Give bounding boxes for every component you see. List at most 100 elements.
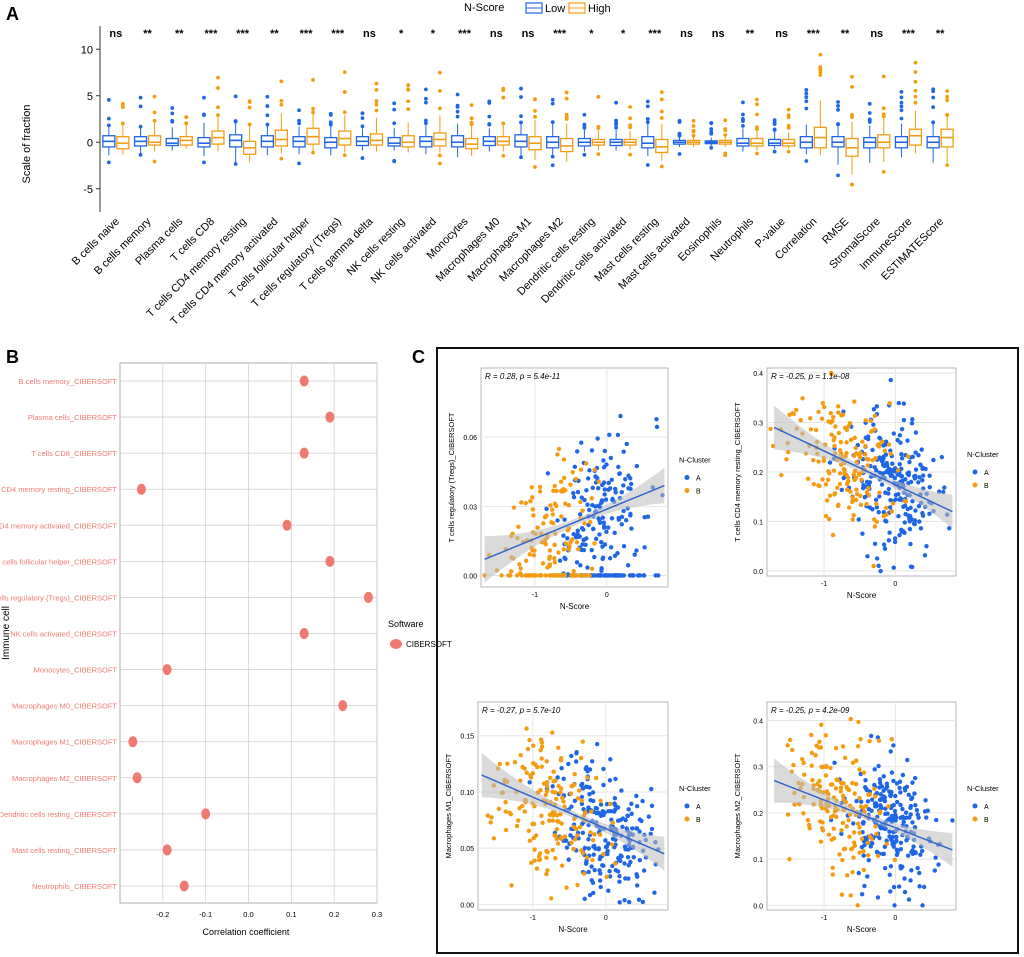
scatter-point-b: [846, 817, 851, 823]
scatter-point-a: [871, 407, 877, 412]
box-outlier: [202, 160, 206, 165]
scatter-point-b: [531, 513, 536, 518]
scatter-point-a: [891, 802, 896, 808]
scatter-point-b: [855, 903, 860, 908]
box-outlier: [533, 165, 537, 169]
scatter-point-b: [831, 836, 837, 841]
box-high: [464, 103, 479, 157]
scatter-point-b: [559, 863, 565, 868]
scatter-point-b: [554, 488, 559, 494]
box-high: [274, 79, 289, 161]
scatter-point-b: [561, 547, 566, 552]
significance-label: ***: [807, 28, 821, 40]
box-outlier: [423, 100, 428, 105]
scatter-point-a: [922, 553, 928, 558]
scatter-point-b: [875, 442, 881, 448]
scatter-point-b: [558, 790, 563, 795]
scatter-point-b: [784, 457, 789, 462]
scatter-point-a: [606, 841, 611, 846]
scatter-point-b: [857, 830, 862, 836]
scatter-point-a: [882, 546, 888, 551]
scatter-point-a: [590, 485, 595, 491]
box-iqr: [560, 137, 574, 153]
scatter-point-a: [571, 490, 576, 496]
scatter-point-b: [790, 747, 795, 753]
scatter-point-a: [627, 899, 632, 905]
scatter-point-a: [894, 781, 900, 786]
scatter-point-a: [886, 491, 891, 496]
scatter-point-b: [850, 869, 855, 875]
scatter-point-b: [529, 573, 535, 578]
box-outlier: [881, 169, 886, 174]
scatter-point-a: [889, 838, 894, 843]
box-outlier: [152, 110, 157, 115]
scatter-point-b: [826, 516, 832, 522]
scatter-point-a: [603, 838, 608, 843]
scatter-point-a: [641, 868, 647, 873]
scatter-point-a: [598, 802, 604, 807]
scatter-point-a: [561, 533, 566, 538]
scatter-point-a: [597, 868, 602, 873]
box-outlier: [659, 97, 664, 102]
scatter-point-a: [892, 536, 898, 541]
scatter-point-a: [896, 400, 902, 406]
scatter-point-a: [906, 480, 911, 486]
scatter-point-a: [927, 511, 932, 517]
scatter-point-a: [872, 465, 877, 470]
scatter-point-b: [555, 452, 560, 457]
scatter-point-b: [508, 811, 514, 817]
scatter-point-a: [622, 861, 627, 866]
scatter-point-b: [827, 493, 833, 498]
scatter-point-a: [641, 573, 646, 578]
box-outlier: [741, 116, 745, 121]
scatter-point-a: [610, 863, 615, 869]
scatter-legend-label-a: A: [984, 470, 989, 477]
box-outlier: [360, 156, 365, 160]
scatter-point-b: [813, 427, 819, 433]
box-outlier: [406, 99, 411, 104]
scatter-point-a: [892, 808, 898, 814]
scatter-point-b: [811, 457, 816, 463]
box-outlier: [170, 111, 175, 116]
scatter-point-a: [878, 792, 883, 797]
scatter-point-a: [584, 488, 589, 493]
scatter-point-b: [532, 548, 537, 553]
scatter-point-b: [539, 740, 545, 745]
scatter-point-b: [821, 404, 827, 410]
scatter-point-b: [540, 561, 546, 566]
scatter-point-a: [617, 471, 622, 476]
scatter-point-a: [920, 513, 926, 518]
scatter-point-b: [837, 852, 842, 857]
scatter-point-b: [884, 841, 890, 847]
box-outlier: [786, 149, 791, 154]
scatter-point-a: [939, 454, 945, 460]
scatter-point-b: [572, 772, 577, 777]
box-outlier: [437, 89, 442, 93]
scatter-point-a: [885, 811, 890, 816]
box-outlier: [596, 124, 601, 129]
box-outlier: [247, 105, 252, 110]
scatter-point-a: [896, 884, 902, 889]
scatter-point-a: [582, 845, 588, 851]
scatter-point-b: [503, 800, 508, 805]
scatter-point-a: [894, 799, 900, 805]
scatter-point-a: [573, 759, 579, 764]
scatter-point-b: [800, 396, 805, 401]
scatter-point-a: [906, 792, 911, 797]
scatter-point-b: [570, 783, 576, 788]
scatter-point-a: [527, 780, 532, 785]
scatter-point-b: [573, 476, 579, 482]
box-outlier: [913, 100, 918, 105]
scatter-point-b: [548, 573, 553, 578]
box-outlier: [881, 112, 886, 117]
panel-b-point: [162, 664, 172, 676]
scatter-point-b: [538, 787, 543, 793]
box-outlier: [138, 124, 143, 129]
scatter-point-a: [878, 804, 884, 809]
scatter-point-b: [857, 767, 862, 772]
scatter-point-a: [568, 833, 573, 838]
scatter-point-b: [817, 745, 822, 750]
scatter-point-a: [590, 526, 596, 532]
scatter-point-b: [552, 559, 558, 565]
scatter-point-b: [848, 437, 854, 443]
